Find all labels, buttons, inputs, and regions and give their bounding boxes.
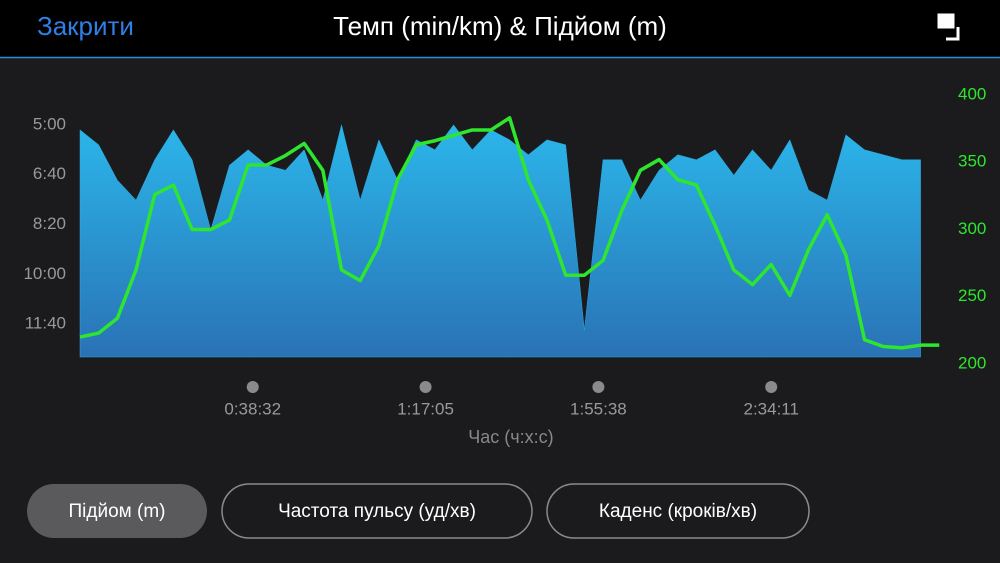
y2-tick-label: 350 (958, 152, 986, 171)
tab-button-label: Каденс (кроків/хв) (599, 501, 757, 522)
x-tick-label: 1:17:05 (397, 399, 454, 418)
x-tick-mark (419, 381, 432, 393)
chart-title: Темп (min/km) & Підйом (m) (333, 11, 667, 41)
tab-button-label: Частота пульсу (уд/хв) (278, 501, 476, 522)
x-axis-label: Час (ч:х:с) (468, 427, 553, 447)
y-tick-label: 11:40 (25, 314, 66, 333)
y2-tick-label: 250 (958, 286, 986, 305)
y-tick-label: 5:00 (33, 114, 66, 133)
fullscreen-icon[interactable] (937, 13, 960, 41)
pace-area (79, 124, 921, 358)
x-tick-mark (765, 381, 778, 393)
x-tick-label: 1:55:38 (570, 399, 627, 418)
elevation-line (79, 116, 940, 350)
x-tick-label: 2:34:11 (743, 399, 798, 418)
x-tick-label: 0:38:32 (224, 399, 281, 418)
y2-tick-label: 400 (958, 84, 986, 103)
tab-button[interactable] (546, 483, 810, 539)
y2-tick-label: 200 (958, 353, 986, 372)
y-tick-label: 6:40 (33, 164, 66, 183)
tab-button[interactable] (27, 484, 207, 538)
tab-button-label: Підйом (m) (69, 501, 166, 522)
close-button[interactable]: Закрити (37, 11, 134, 41)
y-tick-label: 8:20 (33, 214, 66, 233)
x-tick-mark (592, 381, 605, 393)
header-bg (0, 0, 1000, 57)
tab-button[interactable] (221, 483, 533, 539)
y-tick-label: 10:00 (23, 264, 66, 283)
x-tick-mark (246, 381, 259, 393)
y2-tick-label: 300 (958, 219, 986, 238)
